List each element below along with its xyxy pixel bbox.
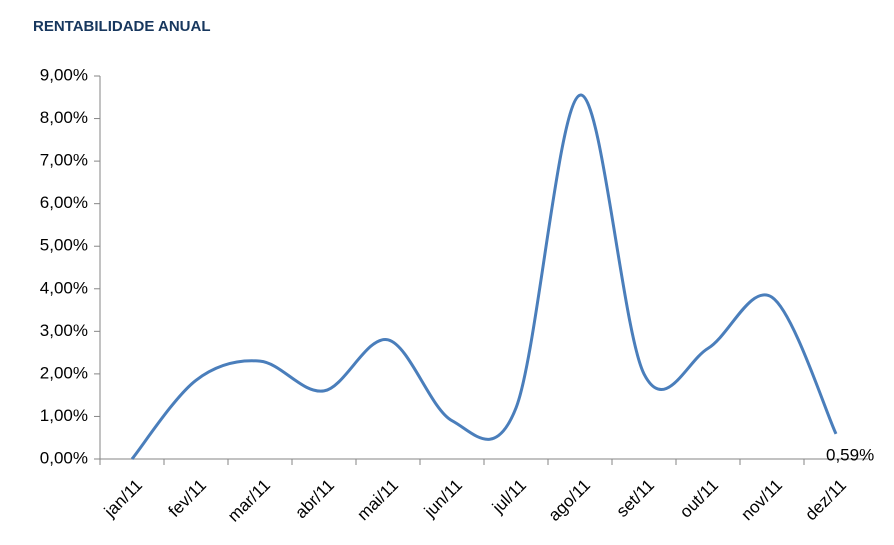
y-tick-label: 9,00% — [40, 65, 88, 84]
y-tick-label: 8,00% — [40, 108, 88, 127]
x-tick-label: jun/11 — [420, 476, 466, 522]
x-tick-label: jan/11 — [100, 476, 146, 522]
y-tick-label: 6,00% — [40, 193, 88, 212]
y-tick-label: 4,00% — [40, 278, 88, 297]
y-tick-label: 5,00% — [40, 236, 88, 255]
x-tick-label: fev/11 — [165, 476, 210, 521]
x-tick-label: nov/11 — [737, 476, 786, 525]
line — [130, 93, 838, 460]
x-tick-label: set/11 — [613, 476, 658, 521]
y-tick-label: 3,00% — [40, 321, 88, 340]
y-tick-label: 1,00% — [40, 406, 88, 425]
x-tick-label: dez/11 — [801, 476, 850, 525]
x-tick-label: abr/11 — [291, 476, 338, 523]
x-tick-label: out/11 — [676, 476, 722, 522]
x-tick-label: jul/11 — [488, 476, 530, 518]
x-tick-label: mar/11 — [224, 476, 274, 526]
chart-title: RENTABILIDADE ANUAL — [33, 18, 211, 35]
y-tick-label: 0,00% — [40, 448, 88, 467]
data-label: 0,59% — [826, 445, 874, 464]
y-tick-label: 2,00% — [40, 363, 88, 382]
x-tick-label: mai/11 — [353, 476, 402, 525]
x-tick-label: ago/11 — [545, 476, 594, 525]
y-tick-label: 7,00% — [40, 151, 88, 170]
